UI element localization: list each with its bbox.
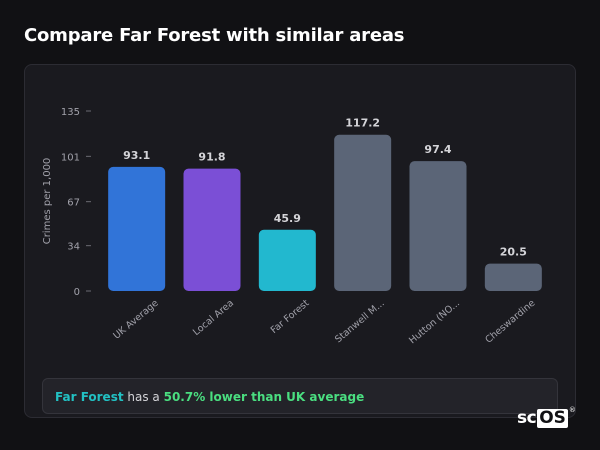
bar bbox=[409, 161, 467, 291]
brand-name-left: sc bbox=[517, 408, 537, 428]
bar-value-label: 20.5 bbox=[500, 246, 527, 259]
bar-value-label: 93.1 bbox=[123, 149, 150, 162]
x-tick-label: UK Average bbox=[111, 298, 160, 342]
bar bbox=[258, 229, 316, 291]
brand-registered-mark: ® bbox=[568, 406, 576, 414]
summary-box: Far Forest has a 50.7% lower than UK ave… bbox=[42, 378, 558, 414]
chart-card: Crimes per 1,000 0 34 67 101 135 93.1 UK Averag… bbox=[24, 64, 576, 418]
y-tick-label: 67 bbox=[67, 198, 80, 209]
bar-value-label: 97.4 bbox=[424, 143, 451, 156]
y-axis-label: Crimes per 1,000 bbox=[42, 158, 53, 245]
y-tick-label: 135 bbox=[61, 107, 80, 118]
bar-value-label: 91.8 bbox=[198, 151, 225, 164]
bar bbox=[183, 168, 241, 291]
y-tick-label: 0 bbox=[74, 287, 80, 298]
bar-value-label: 45.9 bbox=[274, 212, 301, 225]
x-tick-label: Hutton (NO... bbox=[407, 298, 462, 347]
x-tick-label: Local Area bbox=[191, 298, 236, 338]
y-tick-label: 34 bbox=[67, 242, 80, 253]
x-tick-label: Far Forest bbox=[269, 298, 312, 336]
y-tick-label: 101 bbox=[61, 152, 80, 163]
x-tick-label: Stanwell M... bbox=[333, 298, 387, 345]
summary-middle-text: has a bbox=[123, 390, 164, 404]
bar bbox=[108, 166, 166, 291]
brand-logo: sc OS ® bbox=[517, 406, 576, 429]
page-title: Compare Far Forest with similar areas bbox=[24, 25, 405, 46]
x-tick-label: Cheswardine bbox=[483, 298, 537, 346]
bar bbox=[334, 134, 392, 291]
bar-chart: Crimes per 1,000 0 34 67 101 135 93.1 UK Averag… bbox=[42, 107, 542, 347]
brand-name-right: OS bbox=[537, 407, 568, 428]
bar-value-label: 117.2 bbox=[345, 117, 380, 130]
summary-comparison: 50.7% lower than UK average bbox=[163, 390, 365, 404]
bar bbox=[484, 263, 542, 291]
summary-location: Far Forest bbox=[55, 390, 124, 404]
